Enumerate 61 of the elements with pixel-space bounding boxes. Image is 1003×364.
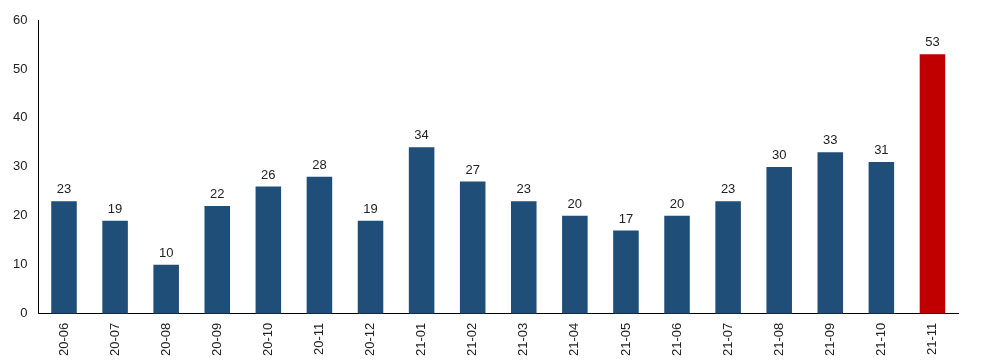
x-tick-label: 20-09 [208, 322, 224, 356]
x-tick-label: 21-06 [668, 322, 684, 356]
bar [664, 215, 690, 314]
data-label: 20 [567, 195, 583, 211]
data-label: 34 [414, 127, 429, 143]
x-tick-label: 21-02 [464, 322, 480, 356]
y-tick-label: 20 [12, 207, 28, 223]
x-tick-label: 20-06 [55, 322, 71, 356]
x-tick-label: 21-07 [719, 322, 735, 356]
bar [766, 166, 792, 314]
bar [153, 264, 179, 314]
y-tick-label: 40 [12, 109, 28, 125]
x-tick-label: 21-03 [515, 322, 531, 356]
y-tick-label: 50 [12, 60, 28, 76]
data-label: 17 [618, 210, 634, 226]
data-label: 19 [363, 200, 378, 216]
data-label: 31 [874, 142, 889, 158]
y-tick-label: 30 [12, 158, 28, 174]
y-tick-label: 10 [12, 256, 28, 272]
data-label: 23 [516, 181, 532, 197]
bar [255, 186, 282, 314]
y-tick-label: 0 [20, 305, 28, 321]
y-tick-label: 60 [12, 11, 28, 27]
x-tick-label: 20-07 [106, 322, 122, 356]
bar [715, 201, 741, 314]
x-tick-label: 21-09 [821, 322, 837, 356]
bar [868, 161, 895, 314]
x-tick-label: 21-05 [617, 322, 633, 356]
x-tick-label: 21-08 [770, 322, 786, 356]
bar [306, 176, 333, 314]
data-label: 23 [720, 181, 736, 197]
data-label: 30 [771, 146, 787, 162]
x-tick-label: 20-08 [157, 322, 173, 356]
bar [51, 201, 77, 314]
bar [511, 201, 537, 314]
bar [562, 215, 588, 314]
data-label: 22 [210, 186, 225, 202]
bar [357, 220, 384, 314]
bar [919, 54, 946, 314]
bar [817, 152, 844, 314]
x-tick-label: 21-10 [872, 322, 888, 356]
bar [102, 220, 128, 314]
x-tick-label: 20-10 [259, 322, 275, 356]
x-tick-label: 21-11 [924, 322, 940, 356]
x-tick-label: 21-04 [566, 322, 582, 356]
data-label: 19 [107, 200, 123, 216]
data-label: 26 [261, 166, 276, 182]
data-label: 10 [158, 244, 174, 260]
data-label: 53 [925, 34, 940, 50]
data-label: 28 [312, 156, 327, 172]
data-label: 27 [465, 161, 480, 177]
bar [459, 181, 486, 314]
bar [613, 230, 639, 314]
bar [408, 147, 435, 314]
data-label: 23 [56, 181, 72, 197]
x-tick-label: 21-01 [413, 322, 429, 356]
bar [204, 206, 231, 314]
data-label: 33 [823, 132, 838, 148]
x-tick-label: 20-11 [311, 322, 327, 356]
x-tick-label: 20-12 [362, 322, 378, 356]
data-label: 20 [669, 195, 685, 211]
